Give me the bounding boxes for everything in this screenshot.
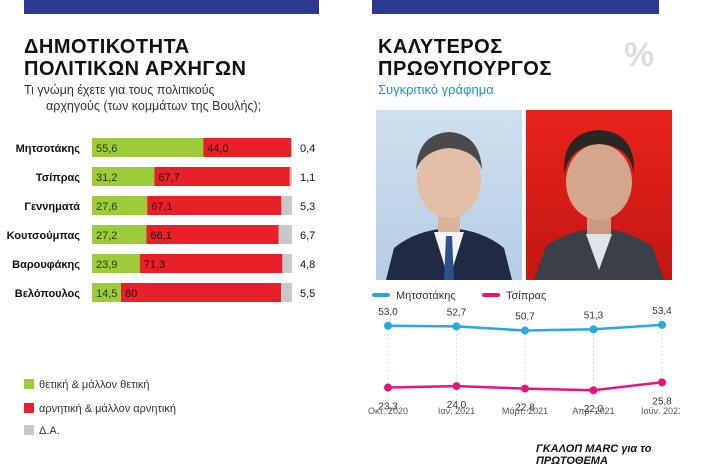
- bar-value-label: 27,2: [96, 230, 117, 242]
- bar-value-label: 44,0: [207, 143, 228, 155]
- x-tick-label: Οκτ. 2020: [368, 406, 408, 416]
- left-subtitle-line1: Τι γνώμη έχετε για τους πολιτικούς: [24, 83, 215, 97]
- left-title-line2: ΠΟΛΙΤΙΚΩΝ ΑΡΧΗΓΩΝ: [24, 58, 247, 80]
- bar-segment: [92, 138, 204, 157]
- bar-segment-dk: [282, 254, 292, 273]
- bar-category-label: Βελόπουλος: [15, 288, 81, 300]
- bar-value-label: 27,6: [96, 201, 117, 213]
- bar-segment-dk: [281, 283, 292, 302]
- left-subtitle-line2: αρχηγούς (των κομμάτων της Βουλής);: [46, 99, 262, 113]
- x-tick-label: Μάρτ. 2021: [502, 406, 548, 416]
- series-point: [521, 326, 529, 335]
- bar-value-label: 66,1: [150, 230, 171, 242]
- x-tick-label: Ιούν. 2021: [641, 406, 680, 416]
- bar-segment: [92, 196, 148, 215]
- bar-segment: [92, 254, 140, 273]
- bar-segment: [121, 283, 281, 302]
- legend-swatch-dk: [24, 425, 34, 435]
- bar-dk-value-label: 1,1: [300, 172, 315, 184]
- bar-dk-value-label: 6,7: [300, 230, 315, 242]
- bar-segment: [203, 138, 292, 157]
- point-value-label: 23,3: [378, 402, 398, 413]
- bar-value-label: 67,1: [151, 201, 172, 213]
- series-point: [589, 386, 598, 395]
- bar-category-label: Γεννηματά: [24, 201, 80, 213]
- bar-value-label: 67,7: [158, 172, 179, 184]
- mitsotakis-photo: [376, 110, 522, 280]
- series-point: [384, 321, 392, 330]
- series-point: [658, 378, 666, 387]
- bar-segment: [154, 167, 290, 186]
- legend-swatch-positive: [24, 379, 34, 389]
- bar-dk-value-label: 0,4: [300, 143, 315, 155]
- series-point: [452, 322, 461, 331]
- tsipras-photo: [526, 110, 672, 280]
- line-legend-label: Μητσοτάκης: [396, 290, 456, 302]
- bar-category-label: Μητσοτάκης: [16, 143, 81, 155]
- popularity-bar-chart: Μητσοτάκης 55,6 44,0 0,4 Τσίπρας 31,2 67,7 1,1 Γ…: [7, 138, 315, 302]
- x-tick-label: Ιαν. 2021: [438, 406, 475, 416]
- right-title-line1: ΚΑΛΥΤΕΡΟΣ: [378, 36, 503, 58]
- bar-dk-value-label: 5,3: [300, 201, 315, 213]
- legend-dk: Δ.Α.: [24, 424, 60, 438]
- bar-value-label: 80: [125, 288, 137, 300]
- right-title-line2: ΠΡΩΘΥΠΟΥΡΓΟΣ: [378, 58, 552, 80]
- legend-positive: θετική & μάλλον θετική: [24, 378, 150, 392]
- source-note: ΓΚΑΛΟΠ MARC για το ΠΡΩΤΟΘΕΜΑ: [536, 443, 652, 467]
- bar-value-label: 71,3: [144, 259, 165, 271]
- bar-segment: [147, 196, 282, 215]
- point-value-label: 22,0: [584, 404, 604, 415]
- series-point: [589, 325, 598, 334]
- point-value-label: 50,7: [515, 312, 535, 323]
- bar-value-label: 23,9: [96, 259, 117, 271]
- line-legend-label: Τσίπρας: [506, 290, 546, 302]
- bar-segment: [92, 225, 147, 244]
- point-value-label: 53,0: [378, 307, 398, 318]
- bar-segment: [92, 167, 155, 186]
- series-point: [658, 320, 666, 329]
- legend-negative-label: αρνητική & μάλλον αρνητική: [39, 403, 176, 415]
- bar-segment-dk: [278, 225, 292, 244]
- bar-segment: [139, 254, 283, 273]
- left-title-line1: ΔΗΜΟΤΙΚΟΤΗΤΑ: [24, 36, 190, 58]
- x-tick-label: Απρ. 2021: [572, 406, 614, 416]
- bar-segment-dk: [281, 196, 292, 215]
- bar-value-label: 55,6: [96, 143, 117, 155]
- bar-category-label: Κουτσούμπας: [7, 230, 81, 242]
- legend-positive-label: θετική & μάλλον θετική: [39, 379, 150, 391]
- bar-segment-dk: [289, 167, 292, 186]
- point-value-label: 22,8: [515, 403, 535, 414]
- bar-dk-value-label: 4,8: [300, 259, 315, 271]
- percent-icon: %: [624, 36, 655, 74]
- point-value-label: 25,8: [652, 396, 672, 407]
- bar-segment-dk: [291, 138, 293, 157]
- bar-category-label: Βαρουφάκης: [12, 259, 80, 271]
- bar-dk-value-label: 5,5: [300, 288, 315, 300]
- header-bar-left: [24, 0, 319, 14]
- series-point: [384, 383, 392, 392]
- header-bar-right: [372, 0, 659, 14]
- point-value-label: 53,4: [652, 306, 672, 317]
- legend-swatch-negative: [24, 403, 34, 413]
- pm-comparison-line-chart: Μητσοτάκης Τσίπρας 53,0 52,7 50,7 51,3 53,4 23,…: [368, 290, 680, 416]
- bar-value-label: 31,2: [96, 172, 117, 184]
- series-point: [521, 384, 529, 393]
- bar-segment: [92, 283, 121, 302]
- series-point: [452, 382, 461, 391]
- bar-segment: [146, 225, 279, 244]
- bar-value-label: 14,5: [96, 288, 117, 300]
- legend-negative: αρνητική & μάλλον αρνητική: [24, 402, 176, 416]
- legend-dk-label: Δ.Α.: [39, 425, 60, 437]
- point-value-label: 52,7: [447, 307, 467, 318]
- bar-category-label: Τσίπρας: [36, 172, 80, 184]
- point-value-label: 24,0: [447, 400, 467, 411]
- point-value-label: 51,3: [584, 310, 604, 321]
- right-subtitle: Συγκριτικό γράφημα: [378, 82, 494, 97]
